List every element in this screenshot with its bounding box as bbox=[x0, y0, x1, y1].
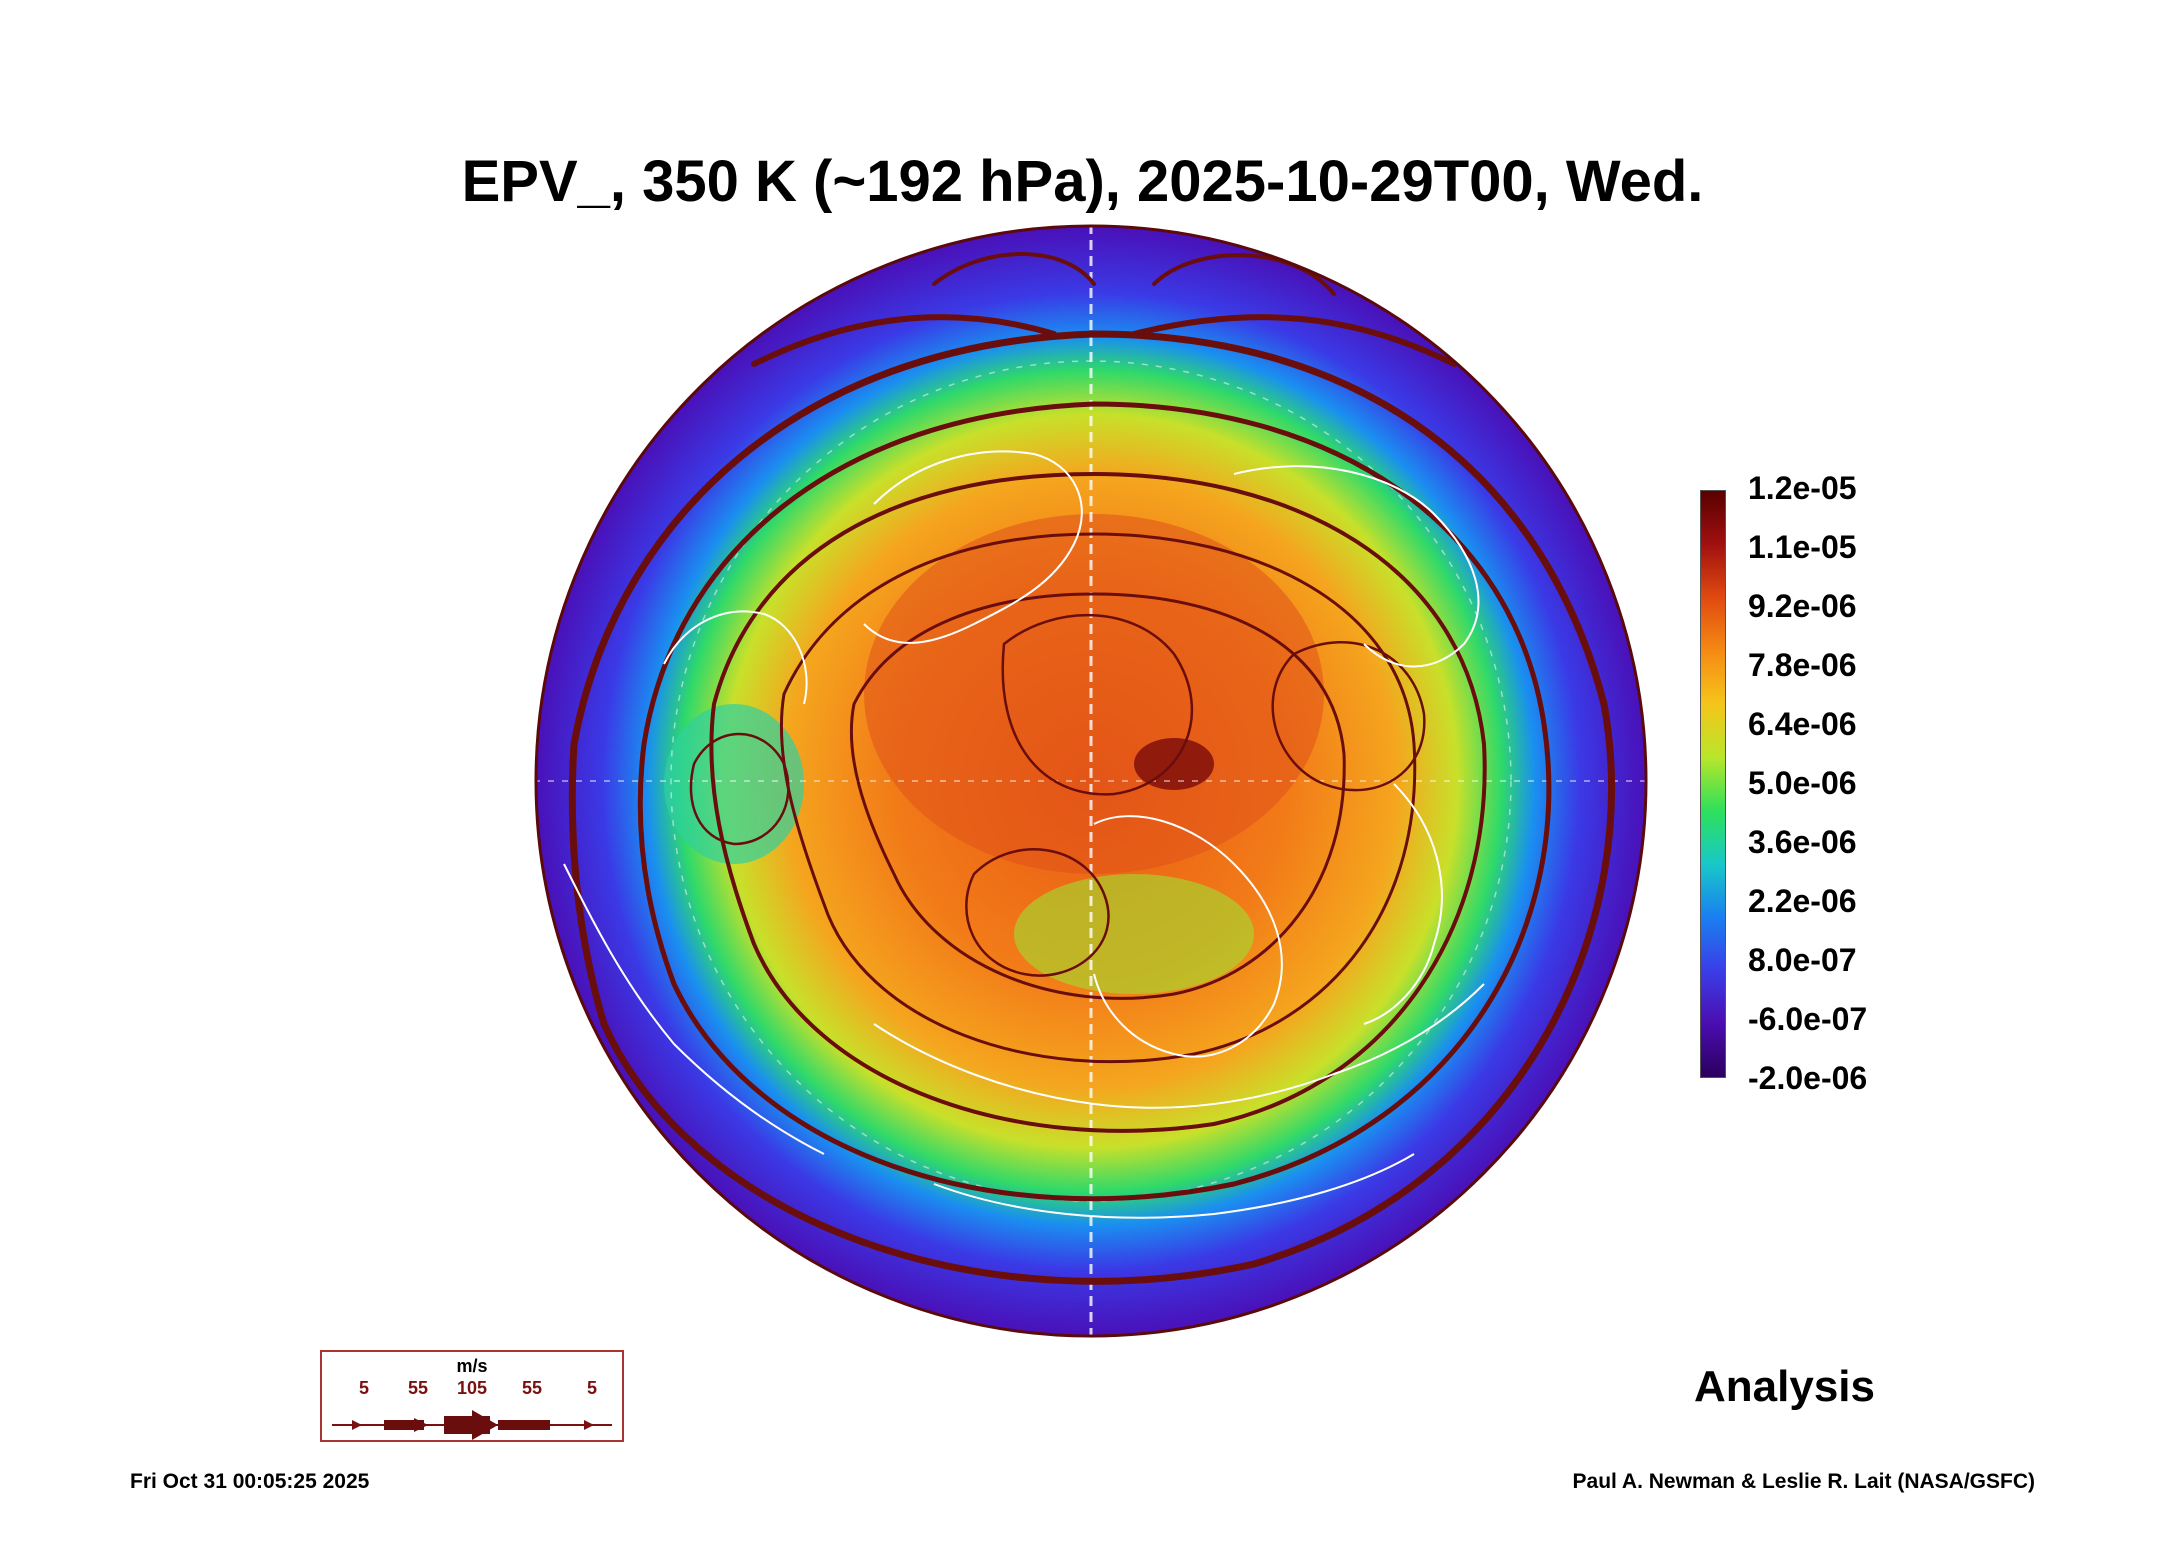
streamline bbox=[1271, 641, 1426, 792]
streamline bbox=[779, 532, 1417, 1064]
pv-maximum-core bbox=[1134, 738, 1214, 790]
wind-scale-value: 55 bbox=[521, 1378, 543, 1398]
colorbar-label: 3.6e-06 bbox=[1748, 824, 1857, 860]
wind-scale-value: 5 bbox=[586, 1378, 598, 1398]
credit: Paul A. Newman & Leslie R. Lait (NASA/GS… bbox=[1572, 1470, 2035, 1493]
streamline bbox=[709, 471, 1487, 1133]
streamline bbox=[568, 330, 1615, 1285]
colorbar-label: 1.1e-05 bbox=[1748, 529, 1857, 565]
streamline bbox=[932, 252, 1336, 296]
colorbar-label: -6.0e-07 bbox=[1748, 1001, 1868, 1037]
colorbar-label: 7.8e-06 bbox=[1748, 647, 1857, 683]
wind-scale-value: 5 bbox=[358, 1378, 370, 1398]
coastline bbox=[863, 450, 1083, 644]
streamline bbox=[689, 732, 790, 846]
wind-scale-arrow bbox=[332, 1410, 612, 1440]
colorbar-label: 1.2e-05 bbox=[1748, 470, 1857, 506]
colorbar-label: 5.0e-06 bbox=[1748, 765, 1857, 801]
polar-epv-map bbox=[534, 224, 1648, 1338]
globe-outline bbox=[534, 224, 1648, 1338]
coastline bbox=[563, 863, 825, 1155]
colorbar-labels: 1.2e-05 1.1e-05 9.2e-06 7.8e-06 6.4e-06 … bbox=[1748, 470, 1948, 1100]
pv-minimum-region bbox=[664, 704, 804, 864]
wind-scale-value: 105 bbox=[456, 1378, 488, 1398]
colorbar-label: 9.2e-06 bbox=[1748, 588, 1857, 624]
colorbar-label: 8.0e-07 bbox=[1748, 942, 1857, 978]
wind-scale-legend: m/s 5 55 105 55 5 bbox=[320, 1350, 624, 1442]
streamline bbox=[751, 314, 1457, 367]
colorbar bbox=[1700, 490, 1726, 1078]
pv-maximum-region bbox=[864, 514, 1324, 874]
coastline bbox=[1093, 815, 1283, 1058]
colorbar-label: 2.2e-06 bbox=[1748, 883, 1857, 919]
streamline bbox=[1001, 613, 1194, 796]
timestamp: Fri Oct 31 00:05:25 2025 bbox=[130, 1470, 370, 1493]
map-title: EPV_, 350 K (~192 hPa), 2025-10-29T00, W… bbox=[461, 149, 1704, 214]
coastline bbox=[1233, 465, 1480, 668]
coastline bbox=[1363, 783, 1443, 1025]
wind-scale-value: 55 bbox=[407, 1378, 429, 1398]
colorbar-label: 6.4e-06 bbox=[1748, 706, 1857, 742]
coastline bbox=[663, 610, 808, 705]
coastline bbox=[933, 1153, 1415, 1219]
streamline bbox=[849, 592, 1346, 1000]
coastline bbox=[873, 983, 1485, 1109]
streamline bbox=[637, 401, 1552, 1202]
colorbar-label: -2.0e-06 bbox=[1748, 1060, 1868, 1096]
analysis-label: Analysis bbox=[1694, 1362, 1875, 1411]
wind-scale-unit: m/s bbox=[456, 1356, 488, 1376]
streamline bbox=[965, 848, 1110, 977]
pv-green-region bbox=[1014, 874, 1254, 994]
